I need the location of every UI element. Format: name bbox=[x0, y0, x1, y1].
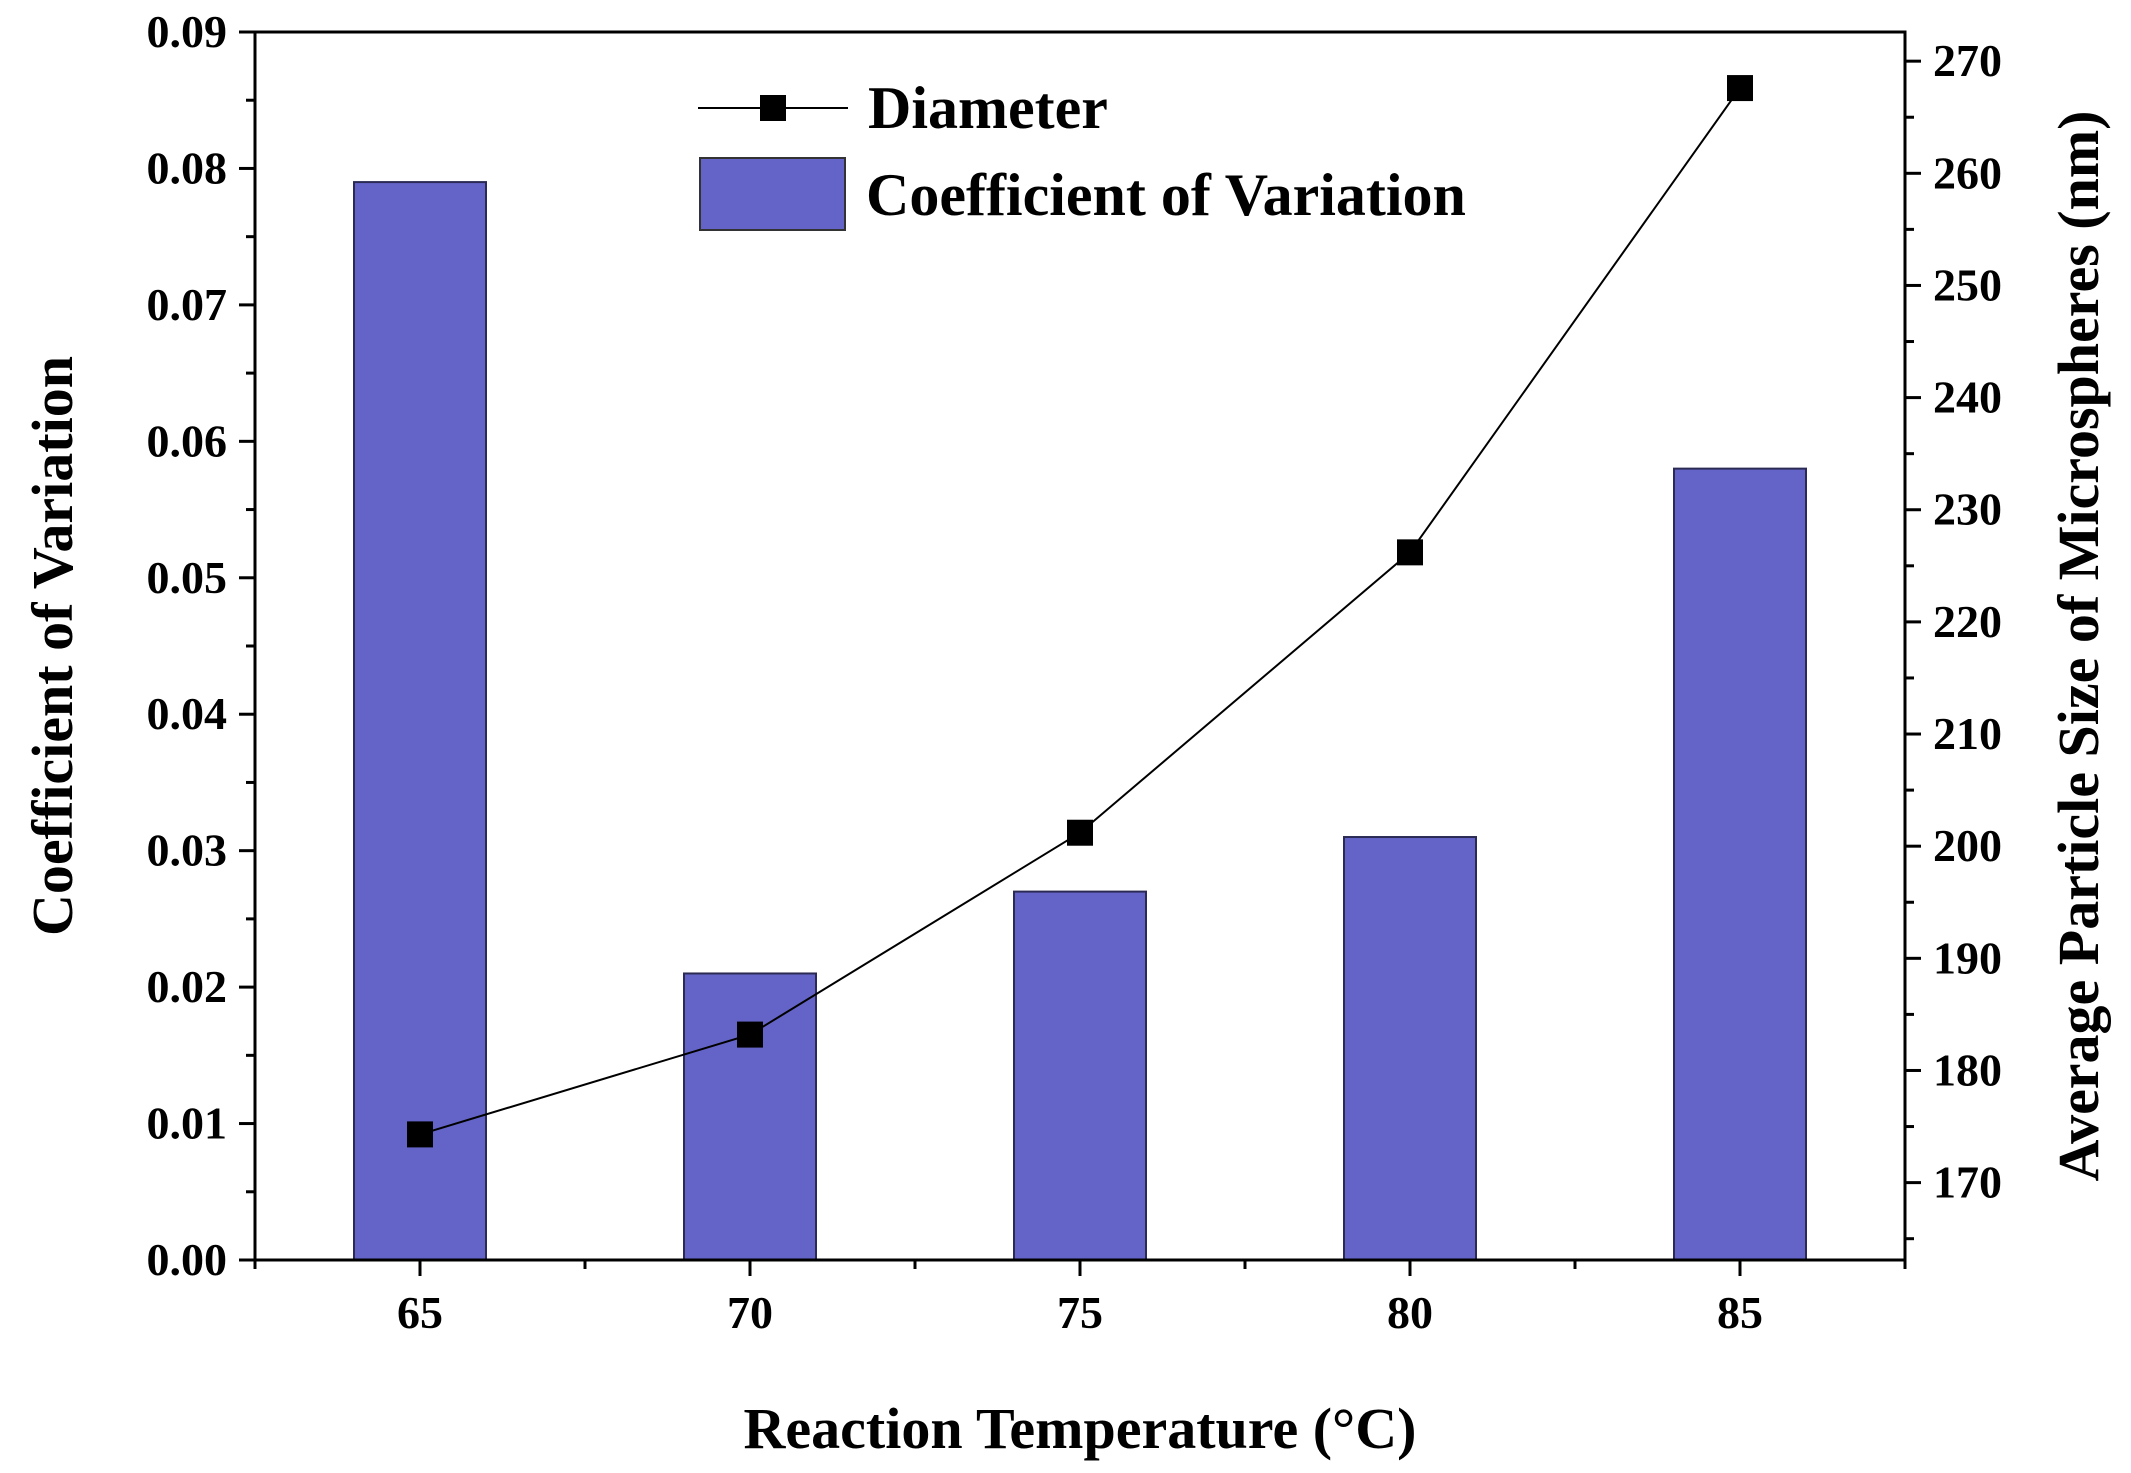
left-tick-label: 0.01 bbox=[147, 1098, 228, 1149]
bar-65 bbox=[353, 181, 487, 1262]
legend-cv-swatch bbox=[699, 157, 846, 231]
bar-75 bbox=[1013, 890, 1147, 1261]
left-tick-label: 0.04 bbox=[147, 688, 228, 739]
left-tick-label: 0.05 bbox=[147, 552, 228, 603]
x-tick-label: 70 bbox=[727, 1287, 773, 1338]
legend-diameter-label: Diameter bbox=[868, 75, 1108, 141]
right-tick-label: 250 bbox=[1933, 259, 2002, 310]
diameter-marker-85 bbox=[1727, 75, 1753, 102]
diameter-marker-75 bbox=[1067, 819, 1093, 846]
diameter-marker-65 bbox=[407, 1121, 433, 1148]
diameter-marker-80 bbox=[1397, 539, 1423, 566]
right-tick-label: 180 bbox=[1933, 1044, 2002, 1095]
left-tick-label: 0.06 bbox=[147, 415, 228, 466]
x-tick-label: 85 bbox=[1717, 1287, 1763, 1338]
x-axis-title: Reaction Temperature (°C) bbox=[744, 1396, 1417, 1461]
right-axis: 170 180 190 200 210 220 230 240 250 260 270 bbox=[1905, 35, 2002, 1241]
left-axis: 0.00 0.01 0.02 0.03 0.04 0.05 0.06 0.07 0.08 0.09 bbox=[147, 6, 255, 1285]
left-tick-label: 0.09 bbox=[147, 6, 228, 57]
diameter-marker-70 bbox=[737, 1021, 763, 1048]
x-tick-label: 80 bbox=[1387, 1287, 1433, 1338]
legend-cv-label: Coefficient of Variation bbox=[866, 162, 1466, 228]
right-tick-label: 200 bbox=[1933, 820, 2002, 871]
x-tick-label: 65 bbox=[397, 1287, 443, 1338]
legend-diameter-marker bbox=[760, 95, 786, 121]
right-tick-label: 240 bbox=[1933, 372, 2002, 423]
right-tick-label: 270 bbox=[1933, 35, 2002, 86]
left-axis-title: Coefficient of Variation bbox=[20, 356, 85, 936]
right-tick-label: 260 bbox=[1933, 147, 2002, 198]
x-axis: 65 70 75 80 85 bbox=[253, 1260, 1907, 1338]
left-tick-label: 0.00 bbox=[147, 1234, 228, 1285]
right-tick-label: 220 bbox=[1933, 596, 2002, 647]
right-tick-label: 190 bbox=[1933, 932, 2002, 983]
x-tick-label: 75 bbox=[1057, 1287, 1103, 1338]
legend: Diameter Coefficient of Variation bbox=[698, 75, 1466, 231]
left-tick-label: 0.07 bbox=[147, 279, 228, 330]
bar-80 bbox=[1343, 836, 1477, 1261]
line-series bbox=[407, 75, 1753, 1148]
right-tick-label: 210 bbox=[1933, 708, 2002, 759]
bar-70 bbox=[683, 972, 817, 1261]
left-tick-label: 0.03 bbox=[147, 825, 228, 876]
left-tick-label: 0.08 bbox=[147, 142, 228, 193]
right-tick-label: 170 bbox=[1933, 1157, 2002, 1208]
right-tick-label: 230 bbox=[1933, 484, 2002, 535]
right-axis-title: Average Particle Size of Microspheres (n… bbox=[2046, 110, 2111, 1181]
left-tick-label: 0.02 bbox=[147, 961, 228, 1012]
bar-series bbox=[353, 181, 1807, 1262]
bar-85 bbox=[1673, 467, 1807, 1262]
